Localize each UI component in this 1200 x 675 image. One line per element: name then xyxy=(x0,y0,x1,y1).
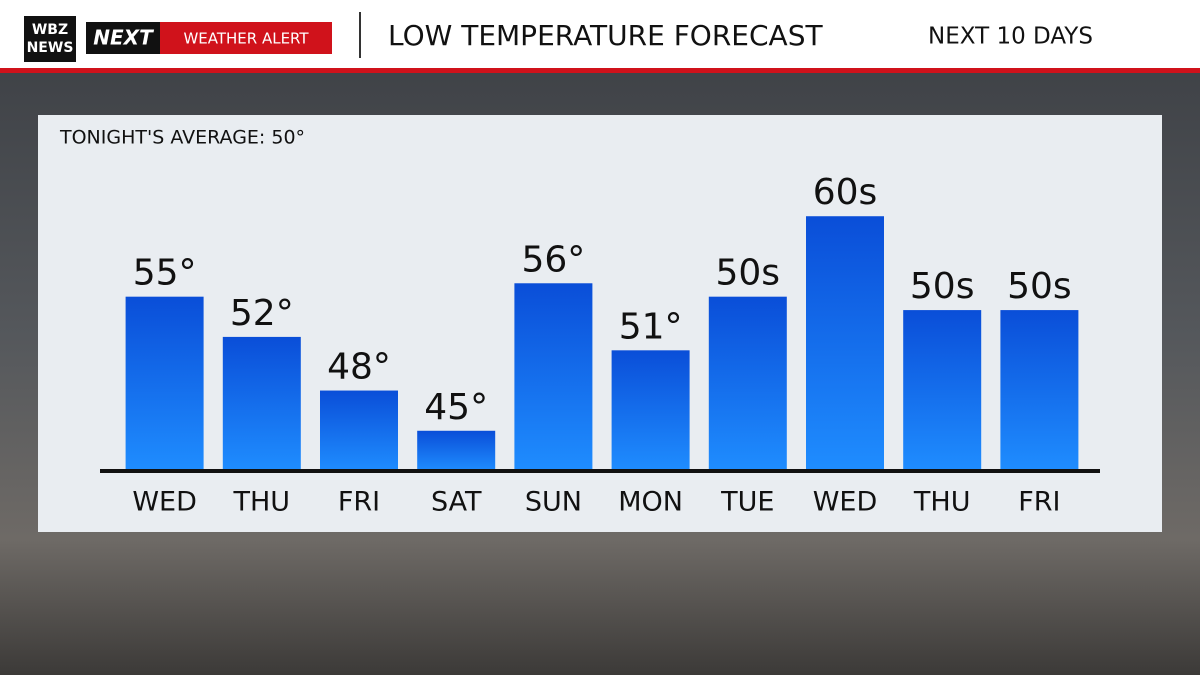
annotation: TONIGHT'S AVERAGE: 50° xyxy=(59,127,305,149)
value-label: 56° xyxy=(521,239,585,280)
brand-box xyxy=(86,22,160,54)
x-tick-label: THU xyxy=(913,487,971,518)
alert-text: WEATHER ALERT xyxy=(183,30,309,48)
logo-text: WBZ xyxy=(32,22,68,38)
bar xyxy=(417,430,496,471)
alert-box xyxy=(160,22,332,54)
x-tick-label: FRI xyxy=(338,487,380,518)
chart-subtitle: NEXT 10 DAYS xyxy=(928,24,1093,50)
brand-text: NEXT xyxy=(93,26,154,50)
x-tick-label: WED xyxy=(132,487,197,518)
x-tick-label: FRI xyxy=(1018,487,1060,518)
value-label: 52° xyxy=(230,293,294,334)
chart-title: LOW TEMPERATURE FORECAST xyxy=(388,19,823,52)
bar xyxy=(611,350,690,471)
value-label: 45° xyxy=(424,387,488,428)
logo-text: NEWS xyxy=(27,40,74,56)
value-label: 51° xyxy=(619,306,683,347)
x-tick-label: THU xyxy=(233,487,291,518)
bar xyxy=(514,283,593,471)
bar xyxy=(903,310,982,471)
x-tick-label: TUE xyxy=(720,487,774,518)
value-label: 50s xyxy=(1007,266,1072,307)
x-tick-label: SAT xyxy=(431,487,482,518)
x-tick-label: SUN xyxy=(525,487,582,518)
bar xyxy=(125,296,204,471)
bar xyxy=(222,336,301,471)
logo-box xyxy=(24,16,76,62)
bar xyxy=(806,216,884,471)
bar xyxy=(1000,310,1079,471)
value-label: 50s xyxy=(910,266,975,307)
baseline xyxy=(100,469,1100,473)
header-rule xyxy=(0,68,1200,73)
bar xyxy=(320,390,398,471)
x-tick-label: MON xyxy=(618,487,683,518)
x-tick-label: WED xyxy=(813,487,878,518)
value-label: 60s xyxy=(813,172,878,213)
value-label: 48° xyxy=(327,347,391,388)
bar xyxy=(708,296,787,471)
value-label: 55° xyxy=(133,253,197,294)
value-label: 50s xyxy=(716,253,781,294)
divider xyxy=(359,12,361,58)
